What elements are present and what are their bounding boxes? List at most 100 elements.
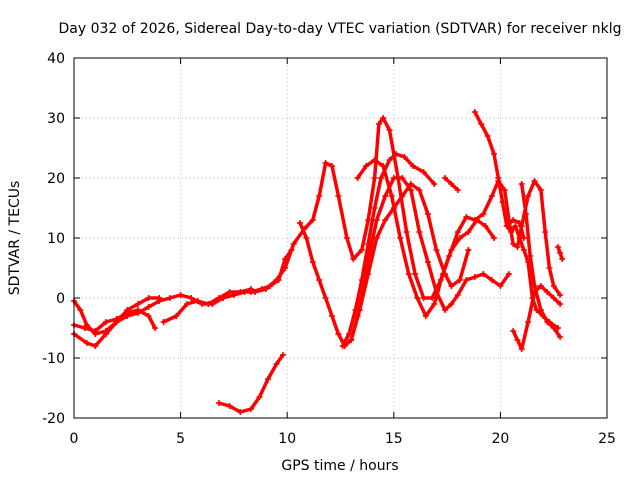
data-point — [267, 283, 274, 289]
data-point — [550, 295, 557, 301]
data-point — [265, 376, 272, 382]
data-point — [92, 343, 99, 349]
data-point — [537, 283, 544, 289]
data-point — [473, 217, 480, 223]
data-point — [514, 337, 521, 343]
data-point — [303, 235, 310, 241]
y-tick-label: 0 — [56, 291, 65, 307]
data-point — [380, 163, 387, 169]
data-point — [424, 259, 431, 265]
data-point — [365, 271, 372, 277]
data-point — [456, 277, 463, 283]
data-point — [296, 220, 303, 226]
data-point — [258, 286, 265, 292]
data-point — [380, 115, 387, 121]
data-point — [429, 295, 436, 301]
data-point — [152, 325, 159, 331]
data-point — [463, 277, 470, 283]
data-point — [397, 235, 404, 241]
data-point — [392, 151, 399, 157]
data-point — [505, 271, 512, 277]
data-point — [510, 328, 517, 334]
data-point — [386, 157, 393, 163]
series-sat-j — [354, 157, 498, 319]
x-tick-label: 20 — [491, 431, 509, 447]
data-point — [322, 295, 329, 301]
x-tick-label: 5 — [176, 431, 185, 447]
data-point — [520, 247, 527, 253]
series-sat-i — [348, 181, 472, 343]
data-point — [371, 175, 378, 181]
data-point — [371, 205, 378, 211]
y-tick-label: 20 — [47, 171, 65, 187]
data-point — [156, 295, 163, 301]
data-point — [409, 163, 416, 169]
data-point — [546, 265, 553, 271]
data-point — [557, 301, 564, 307]
data-point — [382, 217, 389, 223]
data-point — [465, 229, 472, 235]
data-point — [407, 181, 414, 187]
data-point — [514, 244, 521, 250]
data-point — [471, 109, 478, 115]
y-tick-label: 40 — [47, 51, 65, 67]
data-point — [527, 253, 534, 259]
data-point — [247, 406, 254, 412]
data-point — [322, 160, 329, 166]
data-point — [537, 187, 544, 193]
data-point — [510, 241, 517, 247]
data-point — [465, 247, 472, 253]
series-sat-p — [503, 217, 527, 241]
series-sat-d — [160, 286, 254, 325]
x-tick-label: 0 — [70, 431, 79, 447]
data-point — [520, 235, 527, 241]
data-point — [478, 121, 485, 127]
data-point — [363, 163, 370, 169]
data-point — [188, 295, 195, 301]
data-point — [508, 229, 515, 235]
data-point — [482, 223, 489, 229]
x-tick-label: 25 — [598, 431, 616, 447]
data-point — [412, 271, 419, 277]
data-point — [102, 319, 109, 325]
data-point — [328, 163, 335, 169]
data-point — [166, 295, 173, 301]
data-point — [401, 154, 408, 160]
data-point — [256, 394, 263, 400]
data-point — [373, 235, 380, 241]
chart-title: Day 032 of 2026, Sidereal Day-to-day VTE… — [59, 21, 622, 37]
grid — [74, 58, 607, 418]
series-trace — [519, 182, 562, 339]
series-sat-h — [339, 151, 438, 349]
data-point — [439, 271, 446, 277]
data-point — [339, 343, 346, 349]
data-point — [279, 352, 286, 358]
data-point — [420, 169, 427, 175]
data-point — [431, 301, 438, 307]
data-point — [424, 211, 431, 217]
data-point — [420, 295, 427, 301]
data-point — [399, 193, 406, 199]
data-point — [433, 247, 440, 253]
series-sat-g — [296, 175, 512, 349]
data-point — [173, 313, 180, 319]
data-point — [177, 292, 184, 298]
data-point — [488, 277, 495, 283]
data-point — [403, 229, 410, 235]
x-axis-label: GPS time / hours — [281, 458, 398, 474]
data-point — [290, 241, 297, 247]
data-point — [456, 235, 463, 241]
data-point — [537, 307, 544, 313]
data-point — [544, 319, 551, 325]
series-sat-c — [71, 295, 163, 349]
data-point — [282, 256, 289, 262]
series-sat-e — [215, 352, 286, 415]
data-point — [491, 235, 498, 241]
data-point — [501, 187, 508, 193]
data-point — [113, 319, 120, 325]
data-point — [288, 247, 295, 253]
data-point — [316, 277, 323, 283]
data-point — [488, 193, 495, 199]
data-point — [499, 199, 506, 205]
